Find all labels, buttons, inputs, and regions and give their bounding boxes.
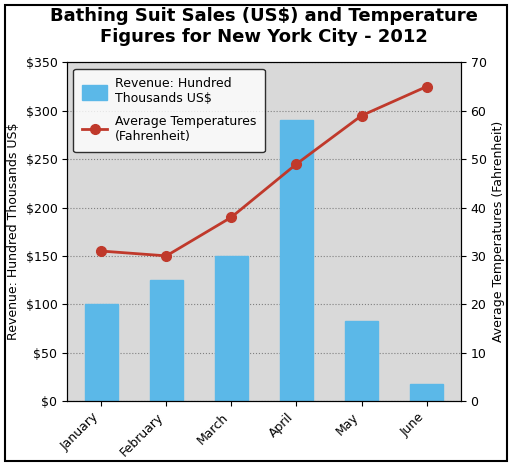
Bar [215,256,248,401]
Bar [280,120,313,401]
Bar [345,321,378,401]
Legend: Revenue: Hundred
Thousands US$, Average Temperatures
(Fahrenheit): Revenue: Hundred Thousands US$, Average … [73,69,265,152]
Y-axis label: Average Temperatures (Fahrenheit): Average Temperatures (Fahrenheit) [492,121,505,343]
Bar [410,384,443,401]
Title: Bathing Suit Sales (US$) and Temperature
Figures for New York City - 2012: Bathing Suit Sales (US$) and Temperature… [50,7,478,46]
Y-axis label: Revenue: Hundred Thousands US$: Revenue: Hundred Thousands US$ [7,123,20,341]
Bar [85,304,118,401]
Bar [150,280,183,401]
